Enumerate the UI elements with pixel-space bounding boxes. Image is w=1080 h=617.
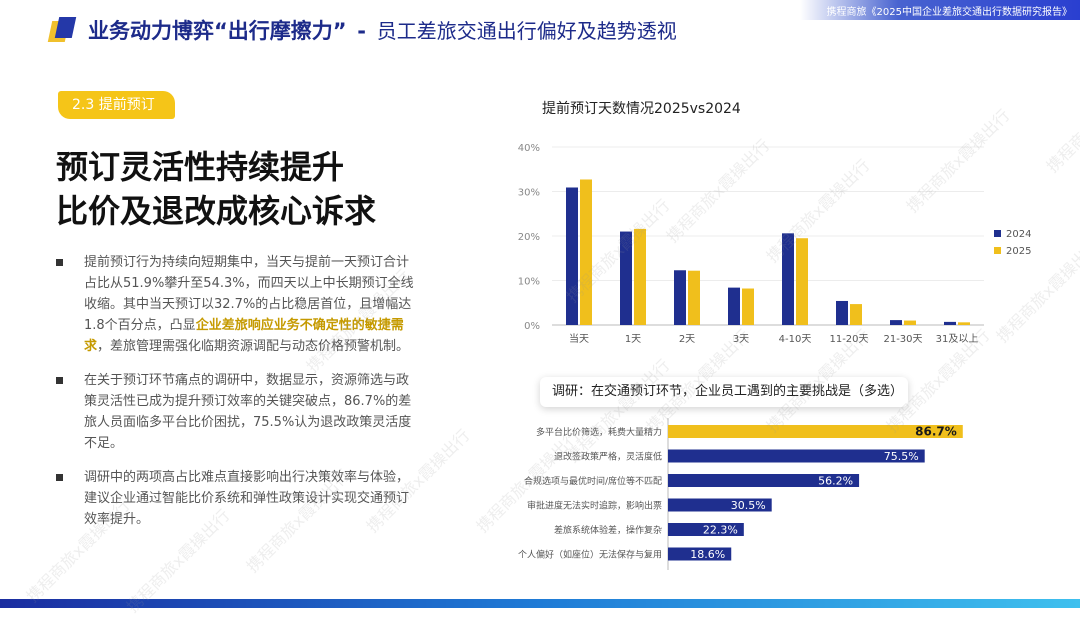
value-label: 30.5% xyxy=(731,499,766,512)
bullet-highlight: 企业差旅响应业务不确定性的敏捷需求 xyxy=(84,318,404,354)
bar-2024 xyxy=(674,270,686,325)
category-label: 差旅系统体验差，操作复杂 xyxy=(554,524,662,536)
brand-logo xyxy=(47,17,77,43)
x-tick-label: 1天 xyxy=(625,334,641,345)
value-label: 18.6% xyxy=(690,548,725,561)
y-tick-label: 10% xyxy=(518,277,540,288)
bar-2025 xyxy=(742,288,754,325)
bar-2025 xyxy=(904,320,916,325)
bar-2025 xyxy=(796,238,808,325)
bullet-text: ，差旅管理需强化临期资源调配与动态价格预警机制。 xyxy=(97,339,410,354)
bar-2024 xyxy=(944,321,956,325)
value-label: 86.7% xyxy=(915,425,957,439)
headline-line-2: 比价及退改成核心诉求 xyxy=(56,192,377,230)
page-title-main: 业务动力博弈“出行摩擦力” xyxy=(88,19,347,43)
report-source: 携程商旅《2025中国企业差旅交通出行数据研究报告》 xyxy=(826,7,1072,18)
y-tick-label: 0% xyxy=(524,321,540,332)
bar xyxy=(668,425,963,438)
page-title-dash: - xyxy=(357,19,367,43)
bar-2025 xyxy=(688,270,700,325)
category-label: 合规选项与最优时间/席位等不匹配 xyxy=(524,475,662,487)
bullet-text: 调研中的两项高占比难点直接影响出行决策效率与体验，建议企业通过智能比价系统和弹性… xyxy=(84,470,410,527)
bar-2025 xyxy=(958,322,970,325)
bullet-square-icon xyxy=(56,474,63,481)
category-label: 多平台比价筛选，耗费大量精力 xyxy=(536,426,662,438)
bar xyxy=(668,498,772,512)
survey-title: 调研：在交通预订环节，企业员工遇到的主要挑战是（多选） xyxy=(540,377,908,407)
section-tag: 2.3 提前预订 xyxy=(58,91,175,119)
advance-booking-bar-chart: 0% 10% 20% 30% 40% 当天 1天 2天 3天 4-10天 11-20天 21-30天 3… xyxy=(518,143,1032,345)
bullet-item: 提前预订行为持续向短期集中，当天与提前一天预订合计占比从51.9%攀升至54.3… xyxy=(56,252,416,357)
x-tick-label: 3天 xyxy=(733,334,749,345)
category-label: 个人偏好（如座位）无法保存与复用 xyxy=(518,549,662,561)
bar-2025 xyxy=(580,179,592,325)
category-label: 退改签政策严格，灵活度低 xyxy=(554,451,662,463)
category-label: 审批进度无法实时追踪，影响出票 xyxy=(527,500,662,512)
x-tick-label: 31及以上 xyxy=(936,333,979,345)
x-tick-label: 21-30天 xyxy=(883,334,922,345)
bar xyxy=(668,474,860,487)
bullet-list: 提前预订行为持续向短期集中，当天与提前一天预订合计占比从51.9%攀升至54.3… xyxy=(56,252,416,543)
value-label: 75.5% xyxy=(884,450,919,463)
bullet-text: 在关于预订环节痛点的调研中，数据显示，资源筛选与政策灵活性已成为提升预订效率的关… xyxy=(84,373,412,451)
bullet-item: 在关于预订环节痛点的调研中，数据显示，资源筛选与政策灵活性已成为提升预订效率的关… xyxy=(56,370,416,454)
value-label: 56.2% xyxy=(818,475,853,488)
legend-label: 2024 xyxy=(1006,229,1031,240)
y-tick-label: 40% xyxy=(518,143,540,154)
bar-2025 xyxy=(634,228,646,325)
bar-2024 xyxy=(728,287,740,325)
bullet-square-icon xyxy=(56,259,63,266)
top-decoration-bar xyxy=(800,0,1080,20)
bullet-item: 调研中的两项高占比难点直接影响出行决策效率与体验，建议企业通过智能比价系统和弹性… xyxy=(56,467,416,530)
bar-2024 xyxy=(890,320,902,325)
chart-title: 提前预订天数情况2025vs2024 xyxy=(542,101,741,117)
bar xyxy=(668,547,732,561)
bar-2024 xyxy=(782,233,794,325)
bullet-text: 提前预订行为持续向短期集中，当天与提前一天预订合计占比从51.9%攀升至54.3… xyxy=(84,255,414,333)
x-tick-label: 11-20天 xyxy=(829,334,868,345)
bar xyxy=(668,523,744,536)
legend-swatch xyxy=(994,247,1001,254)
bar xyxy=(668,449,925,463)
x-tick-label: 4-10天 xyxy=(779,334,812,345)
legend-swatch xyxy=(994,230,1001,237)
bar-2024 xyxy=(836,300,848,325)
bar-2024 xyxy=(620,231,632,325)
value-label: 22.3% xyxy=(703,524,738,537)
page-title: 业务动力博弈“出行摩擦力” - 员工差旅交通出行偏好及趋势透视 xyxy=(88,15,677,45)
page-title-sub: 员工差旅交通出行偏好及趋势透视 xyxy=(376,19,677,43)
headline: 预订灵活性持续提升 比价及退改成核心诉求 xyxy=(56,145,376,233)
bar-2024 xyxy=(566,187,578,325)
y-tick-label: 30% xyxy=(518,188,540,199)
bar-2025 xyxy=(850,304,862,325)
x-tick-label: 当天 xyxy=(569,332,589,345)
bottom-decoration-bar xyxy=(0,599,1080,608)
bullet-square-icon xyxy=(56,377,63,384)
x-tick-label: 2天 xyxy=(679,334,695,345)
legend-label: 2025 xyxy=(1006,246,1031,257)
y-tick-label: 20% xyxy=(518,232,540,243)
booking-challenges-bar-chart: 多平台比价筛选，耗费大量精力 86.7% 退改签政策严格，灵活度低 75.5% 合规选项… xyxy=(518,418,963,570)
headline-line-1: 预订灵活性持续提升 xyxy=(56,148,345,186)
